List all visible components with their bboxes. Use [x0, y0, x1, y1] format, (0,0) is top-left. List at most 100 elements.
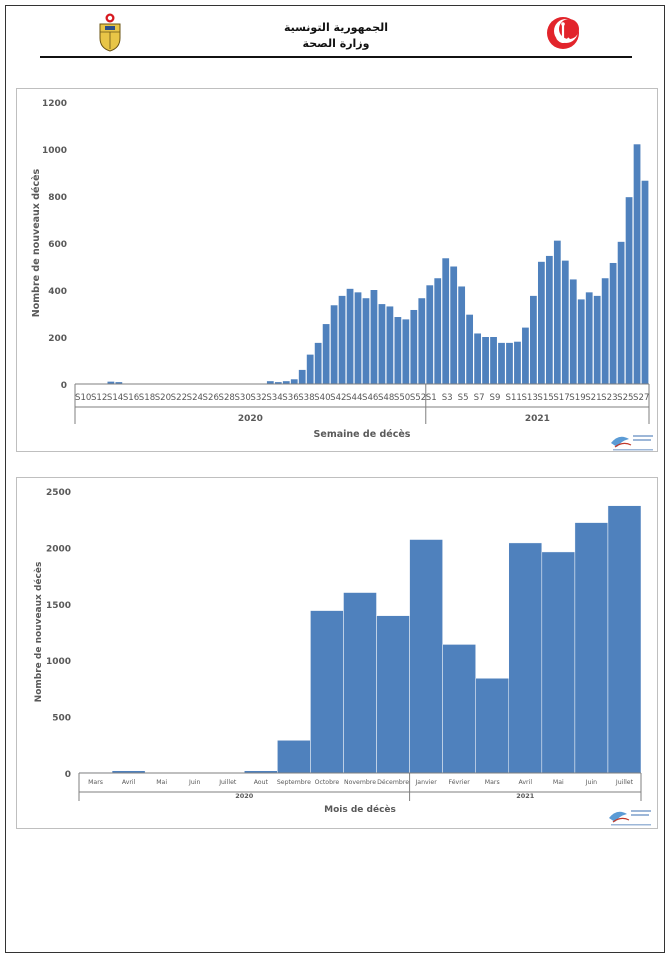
c1-bar — [633, 144, 641, 384]
c1-bar — [537, 261, 545, 384]
c1-x-tick-label: S32 — [250, 393, 266, 403]
c1-x-tick-label: S30 — [234, 393, 250, 403]
c1-x-tick-label: S11 — [506, 393, 522, 403]
c2-x-tick-label: Novembre — [344, 779, 376, 786]
c1-bar — [641, 180, 649, 384]
logo-text-line — [613, 449, 653, 451]
c1-x-tick-label: S42 — [330, 393, 346, 403]
c1-x-tick-label: S3 — [442, 393, 453, 403]
c1-x-tick-label: S27 — [633, 393, 649, 403]
c1-y-tick-label: 0 — [61, 381, 67, 391]
c1-bar — [362, 298, 370, 384]
logo-text-line — [631, 810, 651, 812]
logo-arc-shape — [614, 442, 632, 448]
c2-y-tick-label: 1500 — [46, 601, 71, 611]
c1-bar — [498, 342, 505, 384]
c1-bar — [274, 382, 282, 384]
c2-x-tick-label: Octobre — [315, 779, 340, 786]
c1-y-axis-title: Nombre de nouveaux décès — [31, 168, 42, 317]
monthly-deaths-chart: 0 500 1000 1500 2000 2500 Mars Avril Mai Juin Juil… — [16, 477, 658, 829]
c1-bar — [466, 314, 474, 384]
c2-x-tick-label: Mai — [553, 779, 564, 786]
c1-x-tick-label: S24 — [187, 393, 203, 403]
c1-bar — [450, 266, 458, 384]
c1-y-tick-label: 600 — [48, 240, 67, 250]
c2-x-tick-label: Juillet — [615, 779, 634, 786]
c2-y-tick-label: 0 — [65, 770, 71, 780]
c1-x-tick-label: S20 — [155, 393, 171, 403]
c2-x-tick-label: Janvier — [414, 779, 437, 786]
c1-bar — [593, 295, 601, 384]
ministry-country: الجمهورية التونسية — [283, 21, 389, 34]
logo-arc-shape — [612, 817, 630, 823]
c2-x-axis-title: Mois de décès — [324, 804, 396, 815]
c2-bar — [376, 615, 410, 774]
c2-bar — [508, 542, 543, 774]
c1-x-tick-label: S40 — [314, 393, 330, 403]
c1-bar — [577, 299, 585, 384]
c1-x-tick-label: S38 — [298, 393, 314, 403]
c2-y-tick-label: 500 — [52, 714, 71, 724]
c1-bar — [482, 337, 489, 384]
c1-bar — [522, 327, 529, 384]
c1-bar — [410, 309, 418, 384]
c1-bar — [506, 342, 513, 384]
c2-y-axis-title: Nombre de nouveaux décès — [33, 562, 44, 703]
c1-x-tick-label: S46 — [362, 393, 378, 403]
logo-wave-shape — [611, 436, 629, 447]
c1-x-tick-label: S15 — [537, 393, 553, 403]
c1-bar — [426, 285, 434, 384]
c1-bar — [298, 369, 306, 384]
c2-x-tick-label: Juin — [585, 779, 597, 786]
c1-x-tick-label: S52 — [410, 393, 426, 403]
c1-bar — [314, 342, 322, 384]
c1-x-tick-label: S19 — [569, 393, 585, 403]
ministry-logo-watermark-icon — [611, 435, 653, 451]
c1-bar — [322, 324, 330, 384]
c1-bar — [370, 290, 378, 384]
c1-bar — [354, 292, 362, 384]
c2-x-tick-label: Septembre — [277, 779, 311, 786]
c2-bar — [277, 740, 311, 774]
c2-bar — [541, 551, 576, 774]
c1-y-tick-label: 200 — [48, 334, 67, 344]
c2-bar — [442, 644, 476, 774]
weekly-deaths-chart: 0 200 400 600 800 1000 1200 S10 S12 S14 S16 S18 S20 S… — [16, 88, 658, 452]
c1-bar — [625, 197, 633, 384]
c2-y-tick-label: 2000 — [46, 544, 71, 554]
c1-x-tick-label: S7 — [474, 393, 485, 403]
monthly-deaths-chart-svg: 0 500 1000 1500 2000 2500 Mars Avril Mai Juin Juil… — [33, 488, 651, 826]
c1-x-tick-label: S34 — [266, 393, 282, 403]
c2-x-tick-label: Mai — [156, 779, 167, 786]
c2-x-tick-label: Février — [449, 778, 471, 786]
c1-bar — [107, 381, 115, 384]
c1-bar — [402, 319, 410, 384]
c1-bar — [386, 306, 394, 384]
crescent-anchor-icon — [547, 17, 579, 49]
c1-bar — [115, 382, 123, 384]
c2-x-tick-label: Juin — [188, 779, 200, 786]
c1-x-tick-label: S22 — [171, 393, 187, 403]
ministry-name: وزارة الصحة — [302, 37, 370, 50]
c1-bar — [338, 295, 346, 384]
c1-x-tick-label: S10 — [75, 393, 91, 403]
c1-bar — [306, 354, 314, 384]
c1-x-tick-label: S5 — [458, 393, 469, 403]
c1-x-tick-label: S48 — [378, 393, 394, 403]
c1-bar — [585, 292, 593, 384]
c1-bar — [569, 279, 577, 384]
c1-bar — [282, 381, 290, 384]
c1-bar — [330, 305, 338, 384]
c1-bar — [609, 262, 617, 384]
c1-x-tick-label: S26 — [203, 393, 219, 403]
c1-bar — [346, 288, 354, 384]
c2-y-tick-label: 2500 — [46, 488, 71, 498]
c2-group-label: 2020 — [235, 792, 254, 800]
c2-x-tick-label: Avril — [519, 779, 533, 786]
tunisia-coat-of-arms-icon — [99, 13, 121, 52]
c1-x-tick-label: S23 — [601, 393, 617, 403]
c1-y-tick-label: 400 — [48, 287, 67, 297]
c2-x-tick-label: Mars — [88, 779, 103, 786]
document-header: الجمهورية التونسية وزارة الصحة — [40, 10, 632, 58]
